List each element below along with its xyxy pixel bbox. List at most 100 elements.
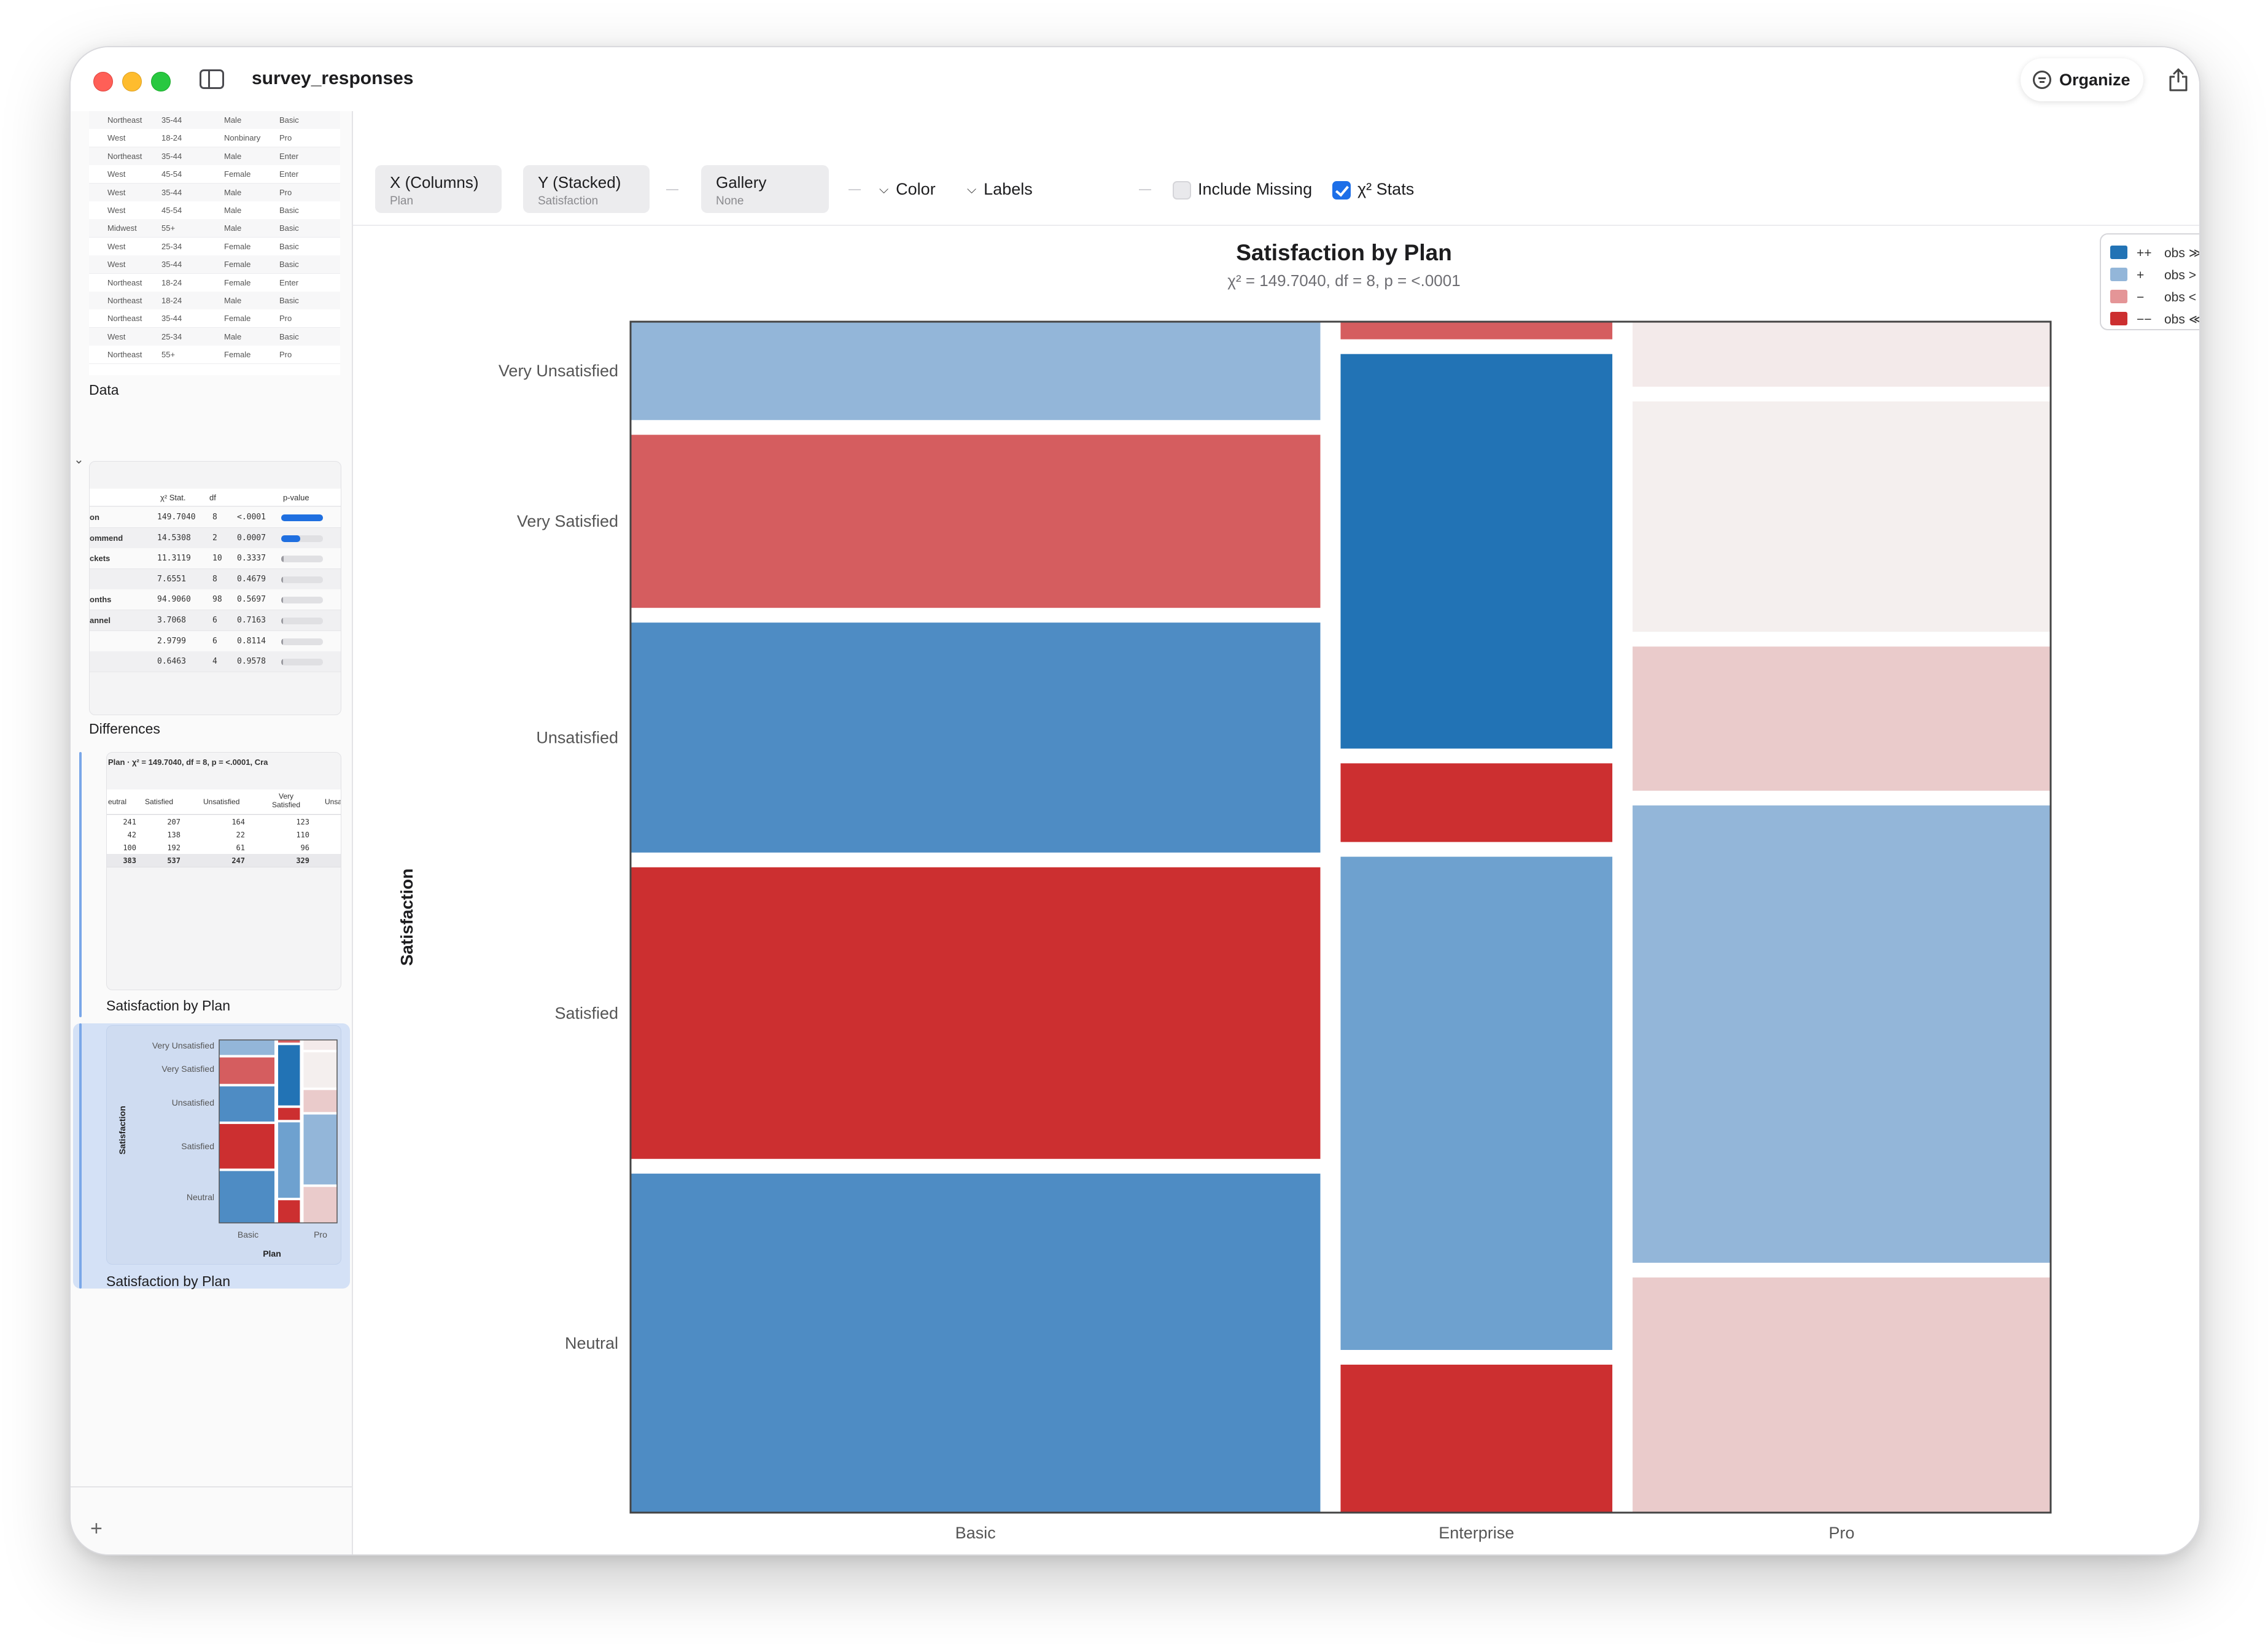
mosaic-tile-enterprise-satisfied[interactable] xyxy=(1340,856,1613,1350)
mosaic-tile-enterprise-neutral[interactable] xyxy=(1340,1364,1613,1513)
data-cell: Male xyxy=(224,151,242,161)
y-stacked-selector[interactable]: Y (Stacked) Satisfaction xyxy=(523,165,650,213)
legend-label: obs ≫ exp xyxy=(2164,246,2199,260)
data-cell: West xyxy=(107,133,126,143)
mosaic-tile-pro-very-unsatisfied[interactable] xyxy=(1633,322,2051,387)
diff-name: on xyxy=(90,513,99,522)
chi-stats-checkbox[interactable] xyxy=(1332,181,1351,200)
table-cell: 241 xyxy=(123,818,136,826)
mini-tile-enterprise-neutral xyxy=(278,1200,300,1223)
data-row: Northeast 18-24 Female Enter xyxy=(89,273,340,292)
table-cell: 164 xyxy=(231,818,245,826)
diff-bar-track xyxy=(281,535,323,542)
data-cell: Male xyxy=(224,187,242,197)
legend-swatch xyxy=(2110,312,2127,325)
data-cell: Basic xyxy=(279,241,299,251)
mini-tile-pro-unsatisfied xyxy=(303,1090,337,1112)
legend-swatch xyxy=(2110,290,2127,303)
x-axis-tick-label: Enterprise xyxy=(1439,1524,1514,1542)
diff-df: 4 xyxy=(212,657,217,667)
sidebar-toggle-icon[interactable] xyxy=(200,69,224,89)
data-row: Northeast 18-24 Male Basic xyxy=(89,292,340,310)
data-cell: Pro xyxy=(279,314,292,324)
toolbar-separator xyxy=(849,189,861,190)
gallery-selector[interactable]: Gallery None xyxy=(701,165,829,213)
mosaic-tile-basic-neutral[interactable] xyxy=(631,1173,1321,1513)
data-cell: Pro xyxy=(279,187,292,197)
zoom-window-button[interactable] xyxy=(151,72,171,91)
table-thumbnail[interactable]: Plan · χ² = 149.7040, df = 8, p = <.0001… xyxy=(106,752,341,990)
mini-tile-enterprise-very-satisfied xyxy=(278,1045,300,1106)
data-cell: Enter xyxy=(279,277,299,287)
data-cell: 35-44 xyxy=(161,187,182,197)
data-row: West 35-44 Female Basic xyxy=(89,255,340,274)
mosaic-label: Satisfaction by Plan xyxy=(106,1273,231,1289)
differences-thumbnail[interactable]: χ² Stat. df p-value on 149.7040 8 <.0001 omm… xyxy=(89,461,341,715)
minimize-window-button[interactable] xyxy=(122,72,142,91)
mosaic-tile-enterprise-unsatisfied[interactable] xyxy=(1340,763,1613,842)
data-row: West 18-24 Nonbinary Pro xyxy=(89,129,340,148)
mosaic-tile-enterprise-very-unsatisfied[interactable] xyxy=(1340,322,1613,339)
mosaic-tile-basic-unsatisfied[interactable] xyxy=(631,622,1321,853)
data-row: West 45-54 Male Basic xyxy=(89,201,340,220)
differences-row: annel 3.7068 6 0.7163 xyxy=(90,610,341,631)
table-header-col: Unsatisfied xyxy=(203,797,240,806)
diff-p: 0.7163 xyxy=(237,616,266,625)
x-columns-title: X (Columns) xyxy=(390,173,479,192)
legend-symbol: − xyxy=(2137,290,2144,304)
close-window-button[interactable] xyxy=(93,72,113,91)
mosaic-tile-basic-satisfied[interactable] xyxy=(631,867,1321,1159)
differences-row: 0.6463 4 0.9578 xyxy=(90,651,341,673)
y-axis-tick-label: Very Unsatisfied xyxy=(499,362,618,380)
diff-df: 8 xyxy=(212,574,217,584)
mosaic-tile-pro-satisfied[interactable] xyxy=(1633,805,2051,1263)
data-cell: Nonbinary xyxy=(224,133,261,143)
diff-stat: 7.6551 xyxy=(157,574,186,584)
mosaic-tile-pro-unsatisfied[interactable] xyxy=(1633,646,2051,791)
labels-menu[interactable]: ⌵ Labels xyxy=(967,180,1033,199)
diff-header-stat: χ² Stat. xyxy=(160,493,186,502)
add-icon[interactable]: + xyxy=(90,1517,103,1540)
legend-swatch xyxy=(2110,246,2127,259)
data-row: West 25-34 Male Basic xyxy=(89,327,340,346)
data-cell: 18-24 xyxy=(161,296,182,305)
toolbar-separator xyxy=(666,189,678,190)
mosaic-tile-basic-very-unsatisfied[interactable] xyxy=(631,322,1321,421)
table-cell: 110 xyxy=(296,831,309,839)
diff-df: 10 xyxy=(212,554,222,564)
filter-icon xyxy=(2033,71,2051,89)
toolbar-separator xyxy=(1139,189,1151,190)
diff-stat: 149.7040 xyxy=(157,513,196,522)
mini-x-label: Basic xyxy=(238,1230,258,1239)
data-cell: Northeast xyxy=(107,151,142,161)
mini-tile-pro-very-unsatisfied xyxy=(303,1040,337,1050)
include-missing-label[interactable]: Include Missing xyxy=(1198,180,1313,198)
mini-x-title: Plan xyxy=(263,1249,281,1258)
diff-header-df: df xyxy=(209,493,216,502)
diff-stat: 2.9799 xyxy=(157,636,186,646)
data-thumbnail[interactable]: Northeast 35-44 Male Basic West 18-24 Nonbinar… xyxy=(89,111,340,375)
include-missing-checkbox[interactable] xyxy=(1173,181,1191,200)
color-menu[interactable]: ⌵ Color xyxy=(879,180,936,199)
mosaic-tile-basic-very-satisfied[interactable] xyxy=(631,435,1321,608)
diff-bar-fill xyxy=(281,535,300,542)
table-row: 42 138 22 110 xyxy=(107,828,341,842)
share-icon[interactable] xyxy=(2168,68,2189,91)
organize-button[interactable]: Organize xyxy=(2021,58,2143,101)
mosaic-tile-pro-neutral[interactable] xyxy=(1633,1277,2051,1513)
diff-df: 98 xyxy=(212,595,222,605)
mosaic-tile-enterprise-very-satisfied[interactable] xyxy=(1340,354,1613,749)
table-cell: 192 xyxy=(167,843,181,852)
data-row: Midwest 55+ Male Basic xyxy=(89,219,340,238)
data-cell: Male xyxy=(224,332,242,341)
data-cell: 55+ xyxy=(161,223,176,233)
data-cell: Male xyxy=(224,296,242,305)
table-cell: 329 xyxy=(296,856,309,865)
x-columns-selector[interactable]: X (Columns) Plan xyxy=(375,165,502,213)
chevron-down-icon[interactable]: ⌄ xyxy=(74,453,84,467)
table-label: Satisfaction by Plan xyxy=(106,998,231,1014)
data-cell: 35-44 xyxy=(161,314,182,324)
chi-stats-label[interactable]: χ² Stats xyxy=(1357,180,1415,198)
mosaic-thumbnail[interactable]: Very Unsatisfied Very Satisfied Unsatisfie… xyxy=(106,1025,341,1265)
mosaic-tile-pro-very-satisfied[interactable] xyxy=(1633,401,2051,632)
